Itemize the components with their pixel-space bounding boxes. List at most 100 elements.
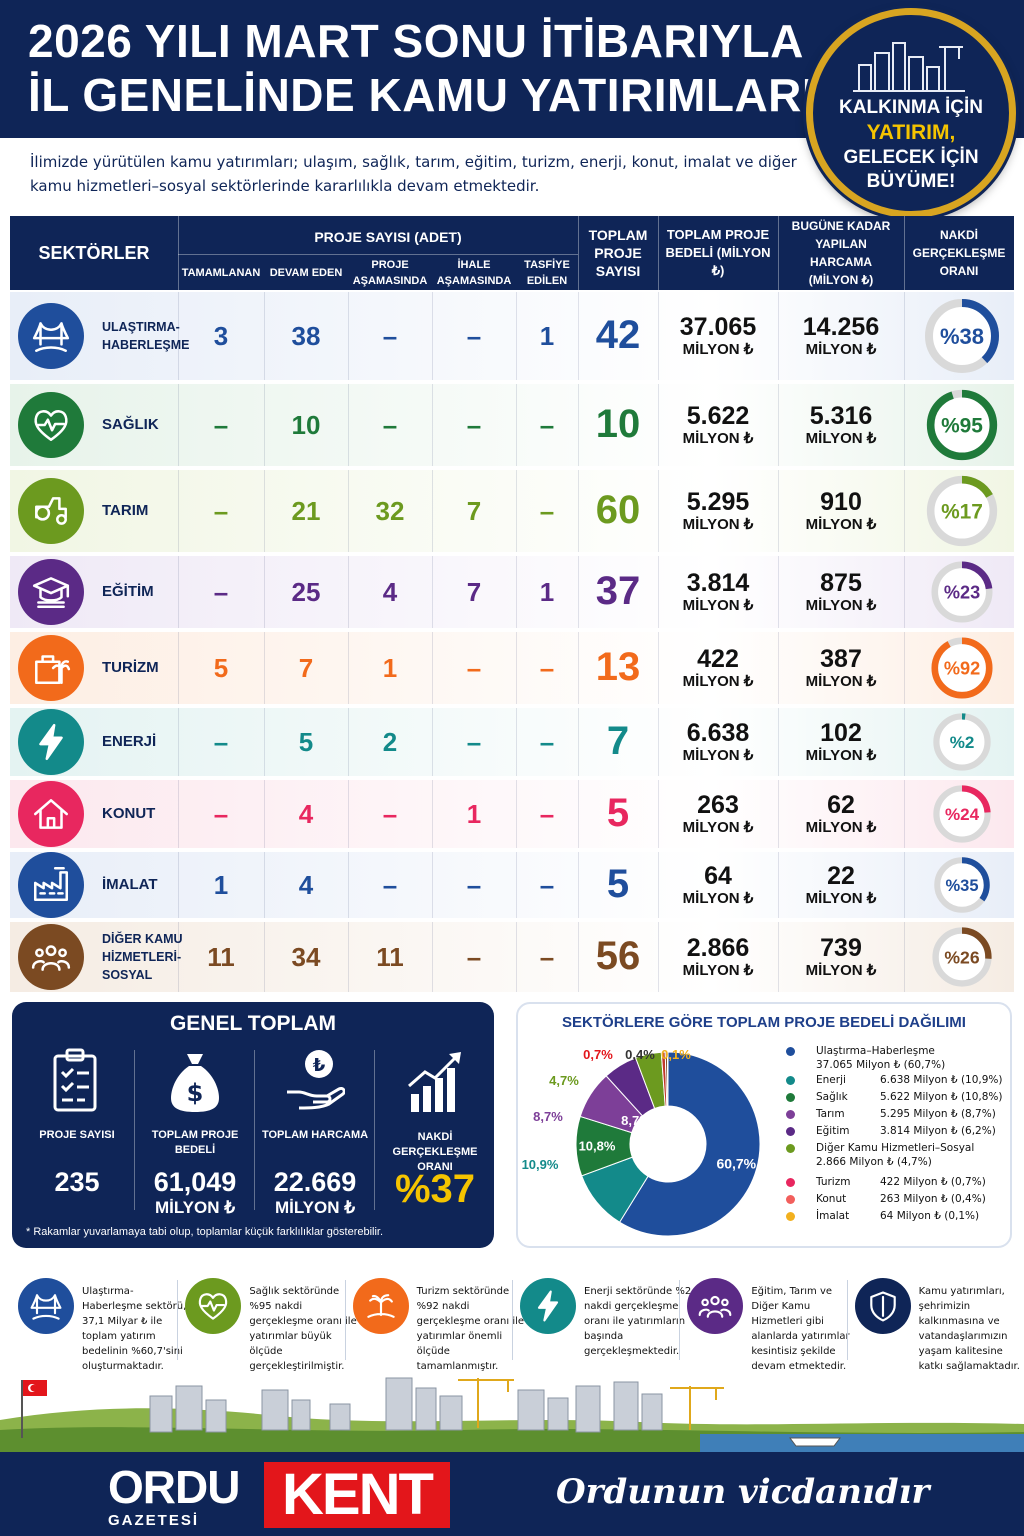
chart-title: SEKTÖRLERE GÖRE TOPLAM PROJE BEDELİ DAĞI… xyxy=(562,1014,966,1031)
note-icon-badge xyxy=(352,1278,409,1334)
suitcase-palm-icon xyxy=(35,655,71,684)
cost-unit: MİLYON ₺ xyxy=(682,673,754,690)
cost-value: 2.866 xyxy=(686,934,750,962)
sector-name: EĞİTİM xyxy=(102,583,154,600)
sector-name: TURİZM xyxy=(102,659,159,676)
table-row: ENERJİ –5 2– –7 6.638 MİLYON ₺ 102 MİLYON ₺ %2 xyxy=(10,708,1014,776)
sector-name: İMALAT xyxy=(102,876,158,893)
total-rate-label: NAKDİ GERÇEKLEŞME ORANI xyxy=(392,1131,478,1173)
note-text: Turizm sektöründe %92 nakdi gerçekleşme … xyxy=(416,1286,525,1372)
legend-swatch xyxy=(786,1047,795,1056)
graduation-cap-icon xyxy=(32,577,70,608)
cell-spent: 5.316 MİLYON ₺ xyxy=(778,402,904,448)
pie-svg: 60,7% 10,9% 10,8% 8,7% 8,7% 4,7% 0,7% 0,4% 0,1% xyxy=(522,1047,761,1237)
cell-liquidated: – xyxy=(539,727,555,757)
cell-liquidated: – xyxy=(539,870,555,900)
legend-swatch xyxy=(786,1076,795,1085)
total-projects-box: PROJE SAYISI 235 xyxy=(18,1046,136,1212)
cell-ongoing: 38 xyxy=(291,321,321,351)
sector-icon-badge xyxy=(18,781,84,847)
sector-icon-badge xyxy=(18,924,84,990)
legend-text: Konut 263 Milyon ₺ (0,4%) xyxy=(816,1192,986,1206)
table-row: DİĞER KAMU HİZMETLERİ-SOSYAL 11 34 11 – – 56 2.… xyxy=(10,922,1014,992)
spent-unit: MİLYON ₺ xyxy=(805,747,877,764)
rate-label: %26 xyxy=(944,947,979,967)
rate-ring-fill xyxy=(933,713,991,771)
factory-icon xyxy=(33,866,69,901)
note-icon-badge xyxy=(18,1278,74,1334)
cell-liquidated: 1 xyxy=(539,321,555,351)
page-title-line1: 2026 YILI MART SONU İTİBARIYLA xyxy=(28,15,804,67)
spent-value: 910 xyxy=(820,488,862,516)
table-row: İMALAT 1 4– – –5 64 MİLYON ₺ 22 MİLYON ₺ %35 xyxy=(10,852,1014,918)
rate-label: %35 xyxy=(945,877,978,895)
cell-liquidated: – xyxy=(539,653,555,683)
cost-value: 5.622 xyxy=(686,402,750,430)
cell-completed: – xyxy=(213,410,229,440)
cell-cost: 3.814 MİLYON ₺ xyxy=(658,569,778,615)
legend-text: Tarım 5.295 Milyon ₺ (8,7%) xyxy=(816,1107,996,1121)
cost-unit: MİLYON ₺ xyxy=(682,819,754,836)
col-cash-rate: NAKDİ GERÇEKLEŞME ORANI xyxy=(912,228,1006,278)
cell-total-projects: 5 xyxy=(606,862,630,906)
lightning-icon xyxy=(537,1290,559,1322)
legend-text: Ulaştırma–Haberleşme 37.065 Milyon ₺ (60,… xyxy=(816,1044,945,1072)
spent-value: 14.256 xyxy=(802,313,880,341)
sector-icon-badge xyxy=(18,559,84,625)
spent-value: 62 xyxy=(827,791,855,819)
rate-label: %2 xyxy=(950,733,975,752)
cell-ongoing: 4 xyxy=(298,870,314,900)
info-note: Sağlık sektöründe %95 nakdi gerçekleşme … xyxy=(185,1268,357,1372)
heart-pulse-icon xyxy=(199,1293,228,1320)
pie-slice xyxy=(618,1051,761,1237)
rate-ring: %35 xyxy=(934,857,990,913)
spent-value: 102 xyxy=(820,719,862,747)
spent-unit: MİLYON ₺ xyxy=(805,341,877,358)
intro-text: İlimizde yürütülen kamu yatırımları; ula… xyxy=(30,153,797,195)
cell-total-projects: 60 xyxy=(595,488,641,532)
cell-total-projects: 13 xyxy=(595,645,641,689)
legend-name: Konut xyxy=(816,1193,847,1205)
cell-spent: 22 MİLYON ₺ xyxy=(778,862,904,908)
rate-ring-fill xyxy=(926,389,998,461)
sector-name: SAĞLIK xyxy=(102,416,159,433)
cell-project: – xyxy=(382,410,398,440)
legend-swatch xyxy=(786,1093,795,1102)
cell-project: 2 xyxy=(382,727,398,757)
legend-detail: 37.065 Milyon ₺ (60,7%) xyxy=(816,1059,946,1071)
col-ongoing: DEVAM EDEN xyxy=(269,267,343,279)
cell-total-projects: 10 xyxy=(595,402,641,446)
cost-unit: MİLYON ₺ xyxy=(682,597,754,614)
spent-value: 875 xyxy=(820,569,862,597)
rate-ring-fill xyxy=(926,475,998,547)
shield-icon xyxy=(869,1291,896,1322)
rate-ring: %24 xyxy=(933,785,991,843)
legend-name: Ulaştırma–Haberleşme xyxy=(816,1045,935,1057)
slice-label: 0,1% xyxy=(661,1047,691,1062)
cell-ongoing: 21 xyxy=(291,496,321,526)
sector-icon-badge xyxy=(18,852,84,918)
rate-ring-fill xyxy=(931,561,993,623)
cell-project: – xyxy=(382,870,398,900)
total-cost-unit: MİLYON ₺ xyxy=(154,1198,236,1217)
spent-value: 5.316 xyxy=(809,402,873,430)
slice-label: 8,7% xyxy=(621,1113,651,1128)
sector-name: DİĞER KAMU HİZMETLERİ-SOSYAL xyxy=(102,932,183,982)
rate-label: %95 xyxy=(941,415,983,438)
rate-ring: %26 xyxy=(932,927,992,987)
cost-value: 5.295 xyxy=(686,488,750,516)
sector-icon-badge xyxy=(18,478,84,544)
spent-value: 387 xyxy=(820,645,862,673)
cell-completed: 3 xyxy=(213,321,229,351)
cell-ongoing: 5 xyxy=(298,727,314,757)
cell-total-projects: 5 xyxy=(606,791,630,835)
cell-completed: – xyxy=(213,577,229,607)
total-rate-value: %37 xyxy=(394,1167,476,1211)
slice-label: 10,9% xyxy=(522,1157,559,1172)
sector-icon-badge xyxy=(18,709,84,775)
col-project-count: PROJE SAYISI (ADET) xyxy=(314,229,462,245)
rate-label: %92 xyxy=(944,659,980,679)
grand-total-title: GENEL TOPLAM xyxy=(169,1012,337,1035)
lightning-icon xyxy=(39,723,63,761)
table-row: TURİZM 5 7 1– –13 422 MİLYON ₺ 387 MİLYON ₺ %92 xyxy=(10,632,1014,704)
